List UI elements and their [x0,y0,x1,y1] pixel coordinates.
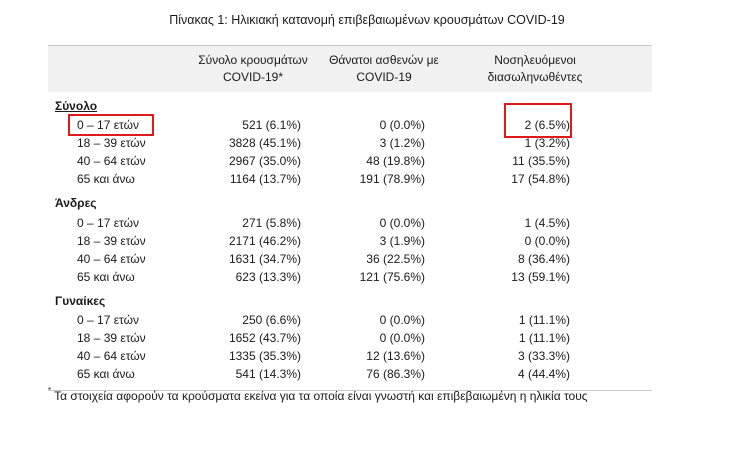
cases-cell: 1164 (13.7%) [229,172,301,186]
footnote-marker: * [48,386,52,395]
age-cell: 65 και άνω [77,270,135,284]
age-cell: 0 – 17 ετών [77,313,139,327]
cases-cell: 2171 (46.2%) [228,234,301,248]
header-total-cases: Σύνολο κρουσμάτων COVID-19* [198,53,308,84]
highlight-box-intubated [504,103,572,138]
cases-cell: 1335 (35.3%) [228,349,301,363]
age-cell: 18 – 39 ετών [77,234,146,248]
highlight-box-age [68,114,154,136]
intubated-cell: 1 (11.1%) [518,313,570,327]
age-cell: 18 – 39 ετών [77,331,146,345]
intubated-cell: 11 (35.5%) [512,154,570,168]
deaths-cell: 0 (0.0%) [379,118,425,132]
header-intubated: Νοσηλευόμενοι διασωληνωθέντες [487,53,583,84]
cases-cell: 250 (6.6%) [242,313,301,327]
deaths-cell: 191 (78.9%) [359,172,425,186]
table-row: 65 και άνω 541 (14.3%) 76 (86.3%) 4 (44.… [48,367,652,385]
age-cell: 40 – 64 ετών [77,252,146,266]
cases-cell: 3828 (45.1%) [228,136,301,150]
intubated-cell: 17 (54.8%) [511,172,570,186]
deaths-cell: 76 (86.3%) [366,367,425,381]
table-title: Πίνακας 1: Ηλικιακή κατανομή επιβεβαιωμέ… [169,13,565,27]
intubated-cell: 2 (6.5%) [524,118,570,132]
table-row: 18 – 39 ετών 2171 (46.2%) 3 (1.9%) 0 (0.… [48,234,652,252]
deaths-cell: 0 (0.0%) [379,313,425,327]
age-cell: 40 – 64 ετών [77,349,146,363]
intubated-cell: 1 (3.2%) [524,136,570,150]
group-label-women: Γυναίκες [55,294,106,308]
deaths-cell: 121 (75.6%) [359,270,425,284]
table-row: 18 – 39 ετών 1652 (43.7%) 0 (0.0%) 1 (11… [48,331,652,349]
deaths-cell: 36 (22.5%) [366,252,425,266]
table-row: 65 και άνω 623 (13.3%) 121 (75.6%) 13 (5… [48,270,652,288]
table-row: 40 – 64 ετών 1631 (34.7%) 36 (22.5%) 8 (… [48,252,652,270]
table-row: 18 – 39 ετών 3828 (45.1%) 3 (1.2%) 1 (3.… [48,136,652,154]
intubated-cell: 1 (11.1%) [518,331,570,345]
age-cell: 65 και άνω [77,367,135,381]
intubated-cell: 0 (0.0%) [524,234,570,248]
intubated-cell: 13 (59.1%) [511,270,570,284]
age-cell: 0 – 17 ετών [77,216,139,230]
table-row: 40 – 64 ετών 1335 (35.3%) 12 (13.6%) 3 (… [48,349,652,367]
footnote-text: Τα στοιχεία αφορούν τα κρούσματα εκείνα … [54,389,588,403]
group-label-men: Άνδρες [55,196,97,210]
deaths-cell: 0 (0.0%) [379,331,425,345]
age-cell: 0 – 17 ετών [77,118,139,132]
cases-cell: 1631 (34.7%) [228,252,301,266]
table-row: 65 και άνω 1164 (13.7%) 191 (78.9%) 17 (… [48,172,652,190]
deaths-cell: 0 (0.0%) [379,216,425,230]
intubated-cell: 3 (33.3%) [517,349,570,363]
deaths-cell: 3 (1.9%) [379,234,425,248]
cases-cell: 2967 (35.0%) [228,154,301,168]
footnote: * Τα στοιχεία αφορούν τα κρούσματα εκείνα… [48,386,588,403]
intubated-cell: 1 (4.5%) [524,216,570,230]
header-deaths: Θάνατοι ασθενών με COVID-19 [329,53,439,84]
table-row: 0 – 17 ετών 250 (6.6%) 0 (0.0%) 1 (11.1%… [48,313,652,331]
table-row: 0 – 17 ετών 521 (6.1%) 0 (0.0%) 2 (6.5%) [48,118,652,136]
deaths-cell: 48 (19.8%) [366,154,425,168]
cases-cell: 271 (5.8%) [242,216,301,230]
deaths-cell: 12 (13.6%) [366,349,425,363]
table-row: 40 – 64 ετών 2967 (35.0%) 48 (19.8%) 11 … [48,154,652,172]
cases-cell: 521 (6.1%) [242,118,301,132]
cases-cell: 623 (13.3%) [235,270,301,284]
table-row: 0 – 17 ετών 271 (5.8%) 0 (0.0%) 1 (4.5%) [48,216,652,234]
table-header [48,46,652,92]
age-cell: 18 – 39 ετών [77,136,146,150]
age-distribution-table: Σύνολο κρουσμάτων COVID-19* Θάνατοι ασθε… [48,45,652,391]
group-label-total: Σύνολο [55,99,98,113]
intubated-cell: 8 (36.4%) [517,252,570,266]
cases-cell: 1652 (43.7%) [228,331,301,345]
age-cell: 65 και άνω [77,172,135,186]
deaths-cell: 3 (1.2%) [379,136,425,150]
age-cell: 40 – 64 ετών [77,154,146,168]
intubated-cell: 4 (44.4%) [517,367,570,381]
cases-cell: 541 (14.3%) [235,367,301,381]
